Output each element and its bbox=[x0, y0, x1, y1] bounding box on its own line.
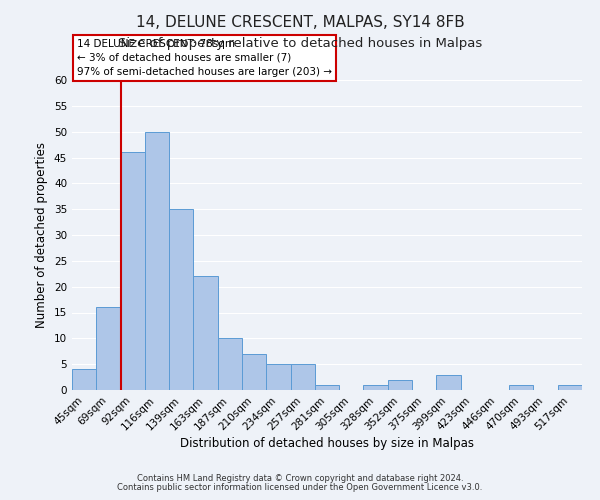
Bar bbox=[121, 152, 145, 390]
Bar bbox=[436, 374, 461, 390]
X-axis label: Distribution of detached houses by size in Malpas: Distribution of detached houses by size … bbox=[180, 438, 474, 450]
Bar bbox=[96, 308, 121, 390]
Bar bbox=[266, 364, 290, 390]
Bar bbox=[193, 276, 218, 390]
Bar bbox=[72, 370, 96, 390]
Text: 14, DELUNE CRESCENT, MALPAS, SY14 8FB: 14, DELUNE CRESCENT, MALPAS, SY14 8FB bbox=[136, 15, 464, 30]
Bar bbox=[364, 385, 388, 390]
Bar bbox=[509, 385, 533, 390]
Bar bbox=[218, 338, 242, 390]
Bar bbox=[558, 385, 582, 390]
Bar bbox=[169, 209, 193, 390]
Text: Contains public sector information licensed under the Open Government Licence v3: Contains public sector information licen… bbox=[118, 483, 482, 492]
Bar bbox=[242, 354, 266, 390]
Text: Contains HM Land Registry data © Crown copyright and database right 2024.: Contains HM Land Registry data © Crown c… bbox=[137, 474, 463, 483]
Bar bbox=[145, 132, 169, 390]
Bar bbox=[388, 380, 412, 390]
Y-axis label: Number of detached properties: Number of detached properties bbox=[35, 142, 49, 328]
Bar bbox=[315, 385, 339, 390]
Text: Size of property relative to detached houses in Malpas: Size of property relative to detached ho… bbox=[118, 38, 482, 51]
Bar bbox=[290, 364, 315, 390]
Text: 14 DELUNE CRESCENT: 78sqm
← 3% of detached houses are smaller (7)
97% of semi-de: 14 DELUNE CRESCENT: 78sqm ← 3% of detach… bbox=[77, 39, 332, 77]
